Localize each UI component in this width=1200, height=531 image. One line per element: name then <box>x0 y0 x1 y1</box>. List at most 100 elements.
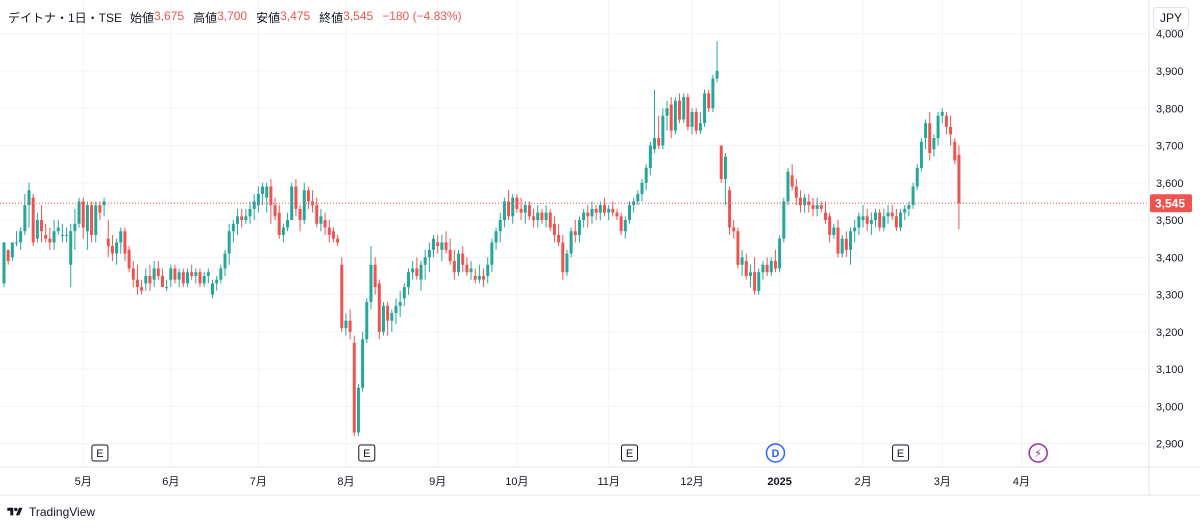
time-axis[interactable]: 5月 6月 7月 8月 9月 10月 11月 12月 2025 2月 3月 4月 <box>0 466 1200 496</box>
candle-body <box>828 216 832 235</box>
change-value: −180 (−4.83%) <box>382 9 462 23</box>
candle-body <box>815 205 819 209</box>
candle-body <box>452 261 456 273</box>
candle <box>165 279 169 291</box>
candle-body <box>423 257 427 265</box>
candle-body <box>907 205 911 209</box>
high-value: 3,700 <box>217 9 248 23</box>
candle <box>957 145 961 230</box>
candle <box>202 272 206 288</box>
candle <box>65 227 69 243</box>
price-axis[interactable]: 4,000 3,900 3,800 3,700 3,600 3,500 3,400 3,300… <box>1148 0 1184 495</box>
candle-body <box>723 156 727 180</box>
candle-body <box>181 272 185 284</box>
candle <box>623 216 627 239</box>
candle <box>502 197 506 228</box>
candle <box>582 208 586 228</box>
candle <box>798 190 802 213</box>
candle-body <box>394 305 398 314</box>
candle-body <box>127 249 131 269</box>
candle-body <box>903 208 907 213</box>
candle <box>23 193 27 235</box>
candle <box>815 197 819 217</box>
candle <box>44 223 48 243</box>
candle-body <box>548 212 552 228</box>
candle <box>577 216 581 243</box>
candle-body <box>798 197 802 206</box>
candle-body <box>644 167 648 183</box>
candle <box>573 220 577 243</box>
candle-body <box>252 201 256 209</box>
candle <box>540 208 544 224</box>
candle-body <box>244 216 248 221</box>
symbol-info[interactable]: デイトナ・1日・TSE <box>8 11 123 25</box>
candle <box>494 227 498 250</box>
candle-body <box>490 242 494 265</box>
tradingview-logo[interactable]: TradingView <box>6 505 95 519</box>
candle <box>190 264 194 280</box>
legend-header: デイトナ・1日・TSE 始値 3,675 高値 3,700 安値 3,475 終… <box>8 9 462 26</box>
candle-body <box>190 272 194 276</box>
candle <box>406 268 410 295</box>
candle <box>844 231 848 258</box>
candle <box>940 108 944 124</box>
candle-body <box>552 223 556 235</box>
candle <box>874 208 878 228</box>
time-tick-label: 8月 <box>337 476 354 488</box>
candle-body <box>894 216 898 228</box>
candle-body <box>411 268 415 273</box>
time-tick-label: 2025 <box>767 476 791 488</box>
candle <box>811 197 815 217</box>
candle <box>306 186 310 209</box>
tradingview-logo-icon <box>7 507 23 516</box>
time-tick-label: 10月 <box>505 476 528 488</box>
time-tick-label: 9月 <box>429 476 446 488</box>
candle-body <box>836 227 840 254</box>
candle <box>31 193 35 247</box>
candle-body <box>44 234 48 239</box>
candle-body <box>582 212 586 221</box>
candle <box>732 220 736 239</box>
candle-body <box>123 231 127 254</box>
candle <box>457 249 461 276</box>
candle-body <box>365 302 369 340</box>
candle <box>19 227 23 250</box>
candle-body <box>523 205 527 213</box>
candle <box>152 261 156 288</box>
candle <box>557 223 561 247</box>
candle <box>552 216 556 243</box>
candle <box>757 268 761 295</box>
candle-body <box>886 212 890 217</box>
candle-body <box>640 182 644 194</box>
candle <box>678 93 682 124</box>
candle-body <box>840 238 844 254</box>
candle-body <box>169 268 173 280</box>
candle <box>469 261 473 280</box>
candle-body <box>348 320 352 332</box>
candle-body <box>794 186 798 198</box>
candle <box>498 212 502 243</box>
price-tick-label: 3,800 <box>1156 103 1184 115</box>
price-tick-label: 2,900 <box>1156 439 1184 451</box>
plot-area[interactable] <box>2 41 961 437</box>
event-markers: E E E D E ⚡ <box>91 443 1048 463</box>
candle <box>953 138 957 165</box>
candle-body <box>35 220 39 239</box>
currency-button[interactable]: JPY <box>1153 7 1189 30</box>
price-tick-label: 3,400 <box>1156 252 1184 264</box>
candle <box>736 227 740 269</box>
candle-body <box>331 231 335 239</box>
candle <box>682 93 686 124</box>
candle <box>265 182 269 213</box>
candle-body <box>665 108 669 116</box>
candle <box>769 257 773 276</box>
candle <box>110 234 114 262</box>
candle <box>490 238 494 273</box>
candle-body <box>690 111 694 127</box>
candle <box>861 205 865 228</box>
candle-body <box>823 212 827 221</box>
candle-body <box>110 246 114 254</box>
candle <box>878 208 882 232</box>
